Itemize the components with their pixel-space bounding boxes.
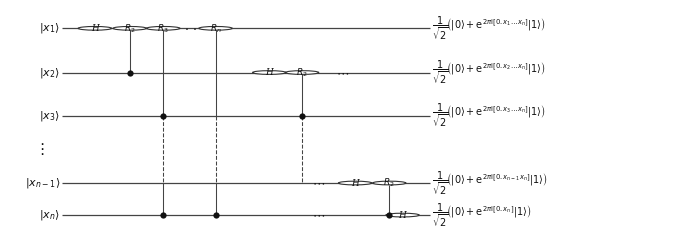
Text: $R_2$: $R_2$ [296,66,308,79]
Text: $\cdots$: $\cdots$ [312,209,324,222]
Text: $R_n$: $R_n$ [210,22,222,34]
Text: $R_2$: $R_2$ [124,22,136,34]
Text: $\vdots$: $\vdots$ [34,141,44,157]
Ellipse shape [338,181,372,185]
Text: H: H [398,211,406,219]
Ellipse shape [113,27,147,30]
Text: $\dfrac{1}{\sqrt{2}}\!\left(|0\rangle+\mathrm{e}^{2\pi\mathrm{i}[0.x_3{\ldots}x_: $\dfrac{1}{\sqrt{2}}\!\left(|0\rangle+\m… [432,102,545,130]
Ellipse shape [147,27,180,30]
Text: $\dfrac{1}{\sqrt{2}}\!\left(|0\rangle+\mathrm{e}^{2\pi\mathrm{i}[0.x_2{\ldots}x_: $\dfrac{1}{\sqrt{2}}\!\left(|0\rangle+\m… [432,59,545,86]
Ellipse shape [199,27,232,30]
Ellipse shape [78,27,112,30]
Text: $\cdot\,\cdot$: $\cdot\,\cdot$ [184,22,197,35]
Text: $\dfrac{1}{\sqrt{2}}\!\left(|0\rangle+\mathrm{e}^{2\pi\mathrm{i}[0.x_{n-1}x_n]}|: $\dfrac{1}{\sqrt{2}}\!\left(|0\rangle+\m… [432,169,547,197]
Text: $R_2$: $R_2$ [384,177,395,189]
Ellipse shape [386,213,419,217]
Ellipse shape [285,71,319,74]
Text: H: H [91,24,99,33]
Text: $\cdots$: $\cdots$ [336,66,349,79]
Text: H: H [266,68,273,77]
Text: $|x_n\rangle$: $|x_n\rangle$ [39,208,60,222]
Ellipse shape [252,71,286,74]
Ellipse shape [373,181,406,185]
Text: $|x_3\rangle$: $|x_3\rangle$ [39,109,60,123]
Text: $\dfrac{1}{\sqrt{2}}\!\left(|0\rangle+\mathrm{e}^{2\pi\mathrm{i}[0.x_1{\ldots}x_: $\dfrac{1}{\sqrt{2}}\!\left(|0\rangle+\m… [432,14,545,42]
Text: $\dfrac{1}{\sqrt{2}}\!\left(|0\rangle+\mathrm{e}^{2\pi\mathrm{i}[0.x_n]}|1\rangl: $\dfrac{1}{\sqrt{2}}\!\left(|0\rangle+\m… [432,201,531,229]
Text: $|x_1\rangle$: $|x_1\rangle$ [39,21,60,35]
Text: $\cdots$: $\cdots$ [312,177,324,189]
Text: $|x_2\rangle$: $|x_2\rangle$ [39,65,60,79]
Text: $|x_{n-1}\rangle$: $|x_{n-1}\rangle$ [24,176,60,190]
Text: H: H [351,178,359,188]
Text: $R_3$: $R_3$ [157,22,169,34]
